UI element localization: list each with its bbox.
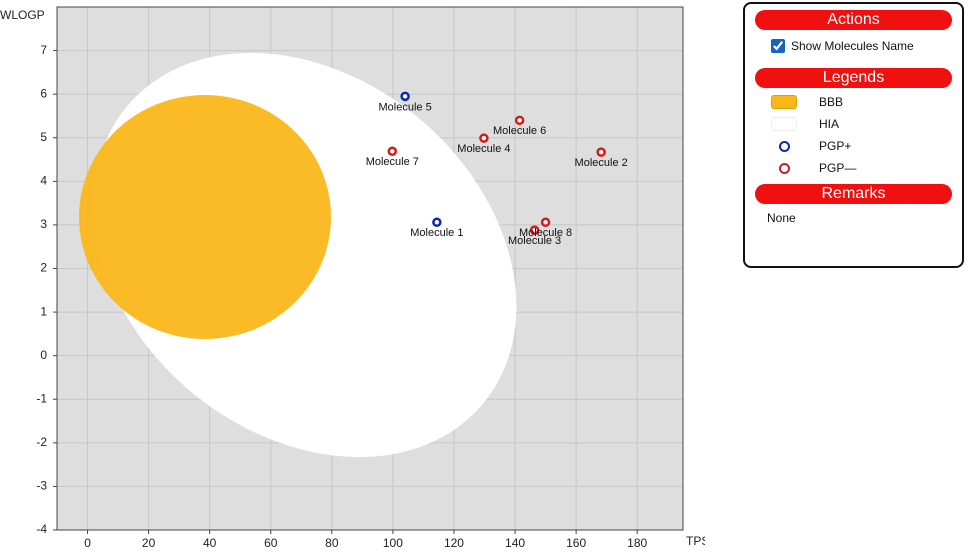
- remarks-header: Remarks: [755, 184, 952, 204]
- point-label: Molecule 5: [379, 101, 432, 113]
- point-label: Molecule 8: [519, 227, 572, 239]
- legend-label: HIA: [819, 117, 840, 131]
- data-point: [479, 133, 489, 143]
- point-label: Molecule 1: [410, 227, 463, 239]
- point-label: Molecule 3: [508, 235, 561, 247]
- x-tick-label: 40: [203, 536, 217, 550]
- point-label: Molecule 2: [575, 157, 628, 169]
- legend-label: PGP+: [819, 139, 852, 153]
- y-tick-label: -2: [36, 435, 47, 449]
- legend-swatch: [771, 139, 797, 153]
- x-tick-label: 160: [566, 536, 586, 550]
- data-point: [387, 146, 398, 157]
- legends-header: Legends: [755, 68, 952, 88]
- x-axis-label: TPSA: [686, 534, 705, 548]
- y-tick-label: 3: [40, 217, 47, 231]
- x-tick-label: 20: [142, 536, 156, 550]
- y-tick-label: 7: [40, 43, 47, 57]
- side-panel: Actions Show Molecules Name Legends BBB H…: [743, 2, 964, 268]
- point-label: Molecule 4: [457, 143, 510, 155]
- y-tick-label: 6: [40, 86, 47, 100]
- x-tick-label: 100: [383, 536, 403, 550]
- data-point: [529, 225, 540, 235]
- chart: WLOGP TPSA -4 -3 -2 -1 0 1 2 3 4 5 6 7 0 20 40 60 80 100 1…: [0, 6, 705, 550]
- legend-label: BBB: [819, 95, 844, 109]
- legend-label: PGP—: [819, 161, 857, 175]
- x-tick-label: 80: [325, 536, 339, 550]
- x-tick-label: 140: [505, 536, 525, 550]
- legend-swatch: [771, 161, 797, 175]
- y-tick-label: -4: [36, 522, 47, 536]
- y-tick-label: 1: [40, 304, 47, 318]
- data-point: [540, 217, 551, 228]
- y-tick-label: 2: [40, 261, 47, 275]
- legend-entry: PGP+: [771, 138, 962, 154]
- bbb-region: [79, 95, 331, 339]
- legend-swatch: [771, 117, 797, 131]
- y-tick-label: 4: [40, 174, 47, 188]
- y-axis-label: WLOGP: [0, 8, 45, 22]
- legend: BBB HIA PGP+ PGP—: [745, 94, 962, 176]
- x-tick-label: 0: [84, 536, 91, 550]
- y-tick-label: 0: [40, 348, 47, 362]
- show-names-label: Show Molecules Name: [791, 39, 914, 53]
- legend-swatch: [771, 95, 797, 109]
- x-tick-label: 60: [264, 536, 278, 550]
- legend-dot: [778, 162, 790, 174]
- data-point: [596, 147, 606, 157]
- y-tick-label: -1: [36, 391, 47, 405]
- actions-header: Actions: [755, 10, 952, 30]
- legend-entry: HIA: [771, 116, 962, 132]
- y-tick-label: 5: [40, 130, 47, 144]
- remarks-text: None: [767, 211, 796, 225]
- y-tick-label: -3: [36, 479, 47, 493]
- show-names-toggle[interactable]: Show Molecules Name: [771, 38, 962, 54]
- legend-dot: [778, 140, 790, 152]
- point-label: Molecule 7: [366, 156, 419, 168]
- x-tick-label: 120: [444, 536, 464, 550]
- data-point: [514, 115, 525, 126]
- x-tick-label: 180: [627, 536, 647, 550]
- show-names-checkbox[interactable]: [771, 39, 785, 53]
- point-label: Molecule 6: [493, 125, 546, 137]
- data-point: [432, 217, 442, 228]
- legend-entry: BBB: [771, 94, 962, 110]
- legend-entry: PGP—: [771, 160, 962, 176]
- data-point: [400, 91, 410, 102]
